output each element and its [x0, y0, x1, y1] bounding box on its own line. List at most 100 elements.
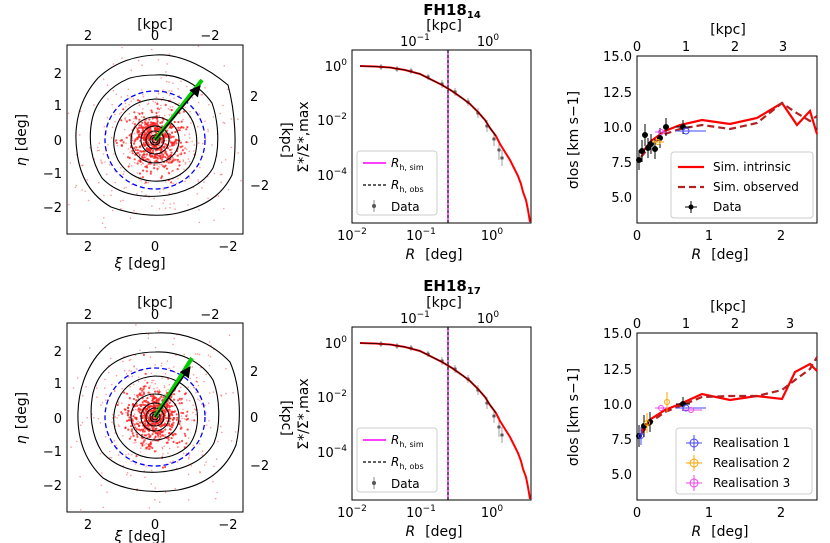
star-point: [165, 181, 167, 183]
profile-top-label: [kpc]: [426, 18, 462, 34]
star-point: [216, 491, 218, 494]
star-point: [173, 393, 176, 396]
star-point: [99, 422, 102, 424]
star-point: [113, 439, 116, 442]
disp-ylabel: σlos [km s−1]: [566, 368, 582, 466]
star-point: [153, 127, 156, 131]
map-panel-1: 2 0 −2 2 1 0 −1 −2 2 0 −2 2 0 −2 [kpc] ξ…: [14, 17, 294, 272]
star-point: [136, 138, 139, 141]
legend-data-disp: Data: [713, 200, 742, 214]
star-point: [125, 373, 128, 375]
disp-top-tick: 1: [682, 40, 690, 55]
star-point: [182, 408, 184, 411]
star-point: [155, 427, 158, 430]
star-point: [168, 145, 171, 147]
star-point: [101, 222, 104, 224]
star-point: [117, 454, 120, 456]
star-point: [207, 402, 210, 404]
star-point: [67, 112, 70, 115]
star-point: [115, 93, 118, 96]
star-point: [176, 416, 179, 419]
star-point: [176, 442, 179, 445]
reference-circle-1: [104, 90, 206, 190]
star-point: [147, 162, 151, 165]
star-point: [198, 113, 201, 115]
star-point: [163, 445, 165, 448]
star-point: [142, 96, 145, 98]
star-point: [133, 158, 136, 161]
disp-x-tick: 2: [777, 229, 785, 244]
star-point: [134, 426, 137, 429]
legend-realisation-2: Realisation 2: [713, 456, 790, 470]
star-point: [183, 152, 186, 155]
star-point: [115, 374, 118, 377]
star-point: [87, 199, 90, 202]
star-point: [127, 88, 130, 91]
star-point: [133, 147, 136, 150]
star-point: [222, 121, 225, 124]
star-point: [191, 419, 193, 422]
star-point: [139, 150, 142, 153]
star-point: [172, 106, 174, 108]
star-point: [139, 408, 142, 411]
star-point: [130, 428, 134, 431]
star-point: [214, 497, 217, 500]
star-point: [183, 393, 187, 396]
star-point: [131, 432, 134, 435]
star-point: [163, 409, 166, 412]
star-point: [136, 149, 139, 152]
star-point: [188, 137, 191, 139]
star-point: [208, 104, 210, 106]
star-point: [187, 457, 190, 460]
star-point: [182, 126, 185, 129]
star-point: [195, 413, 197, 416]
star-point: [134, 138, 137, 141]
star-point: [122, 108, 125, 111]
star-point: [156, 167, 159, 170]
dispersion-panel-2: 0 1 2 0 1 2 3 15.0 12.5 10.0 7.5 5.0 [kp…: [566, 299, 818, 540]
star-point: [139, 158, 142, 162]
star-point: [100, 404, 102, 406]
star-point: [146, 415, 149, 418]
star-point: [134, 161, 136, 164]
star-point: [196, 376, 198, 379]
star-point: [93, 416, 95, 419]
star-point: [125, 120, 128, 123]
star-point: [149, 385, 151, 387]
dispersion-panel-1: 0 1 2 0 1 2 3 15.0 12.5 10.0 7.5 5.0 [kp…: [566, 22, 819, 263]
star-point: [129, 157, 131, 160]
star-point: [134, 354, 137, 357]
star-point: [107, 98, 109, 100]
star-point: [172, 169, 174, 172]
star-point: [157, 436, 159, 439]
star-point: [188, 160, 191, 163]
star-point: [187, 386, 189, 389]
star-point: [205, 373, 207, 376]
star-point: [143, 434, 146, 437]
star-point: [158, 166, 160, 168]
star-point: [160, 175, 164, 178]
star-point: [129, 217, 132, 219]
star-point: [131, 149, 134, 152]
star-point: [110, 136, 113, 139]
star-point: [130, 165, 133, 167]
star-point: [129, 151, 131, 153]
star-point: [217, 440, 219, 443]
star-point: [170, 437, 173, 440]
star-point: [156, 390, 159, 393]
star-point: [227, 88, 229, 91]
star-point: [82, 164, 84, 166]
star-point: [178, 129, 181, 132]
star-point: [135, 441, 137, 444]
star-point: [162, 424, 165, 427]
star-point: [213, 465, 215, 468]
star-point: [141, 121, 144, 124]
star-point: [122, 435, 124, 437]
star-point: [131, 405, 134, 407]
map-ylabel: η[deg]: [14, 114, 30, 166]
star-point: [146, 125, 149, 128]
star-point: [147, 149, 149, 151]
star-point: [145, 385, 148, 388]
star-point: [194, 353, 197, 355]
star-point: [172, 460, 174, 463]
